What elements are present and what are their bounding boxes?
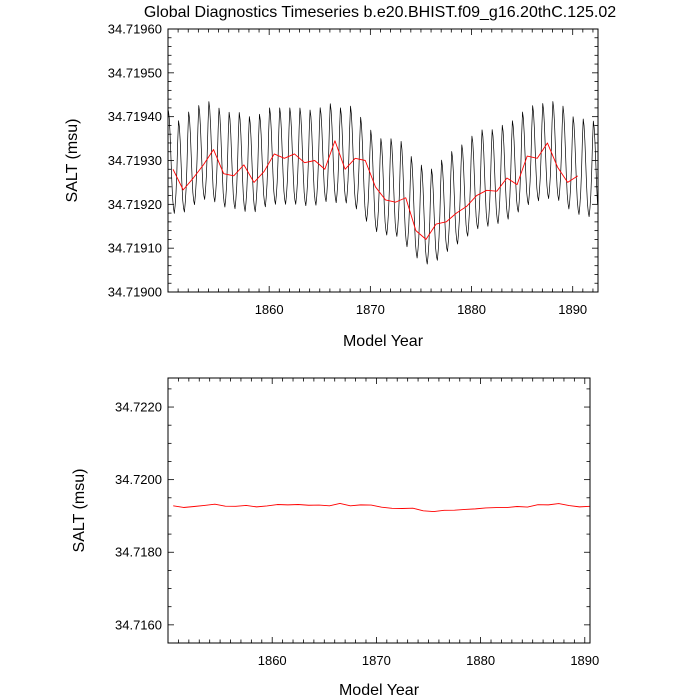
bottom-plot-frame [167,377,591,644]
figure-title: Global Diagnostics Timeseries b.e20.BHIS… [144,4,616,21]
top-plot-frame [167,28,599,293]
x-tick-label: 1880 [466,653,495,668]
bottom-plot-series [173,502,590,513]
plot-area [168,101,598,265]
x-tick-label: 1860 [258,653,287,668]
annual-mean-series-line [173,502,590,513]
x-tick-label: 1890 [558,302,587,317]
y-tick-label: 34.71950 [108,65,162,80]
top-panel: 1860 1870 1880 1890 34.71900 34.71910 34.71920… [64,22,599,350]
x-tick-label: 1880 [457,302,486,317]
y-tick-label: 34.71930 [108,153,162,168]
y-tick-label: 34.7180 [115,545,162,560]
x-tick-label: 1890 [570,653,599,668]
bottom-x-axis-label: Model Year [339,682,420,699]
y-tick-label: 34.7160 [115,617,162,632]
top-y-axis-label: SALT (msu) [64,119,81,203]
plot-area [173,502,590,513]
x-tick-label: 1870 [356,302,385,317]
annual-mean-series-line [172,140,579,240]
y-tick-label: 34.71920 [108,197,162,212]
y-tick-label: 34.71960 [108,22,162,37]
bottom-y-axis-label: SALT (msu) [71,469,88,553]
top-plot-ticks: 1860 1870 1880 1890 34.71900 34.71910 34.71920… [108,22,598,317]
x-tick-label: 1860 [255,302,284,317]
top-plot-series [168,101,598,265]
y-tick-label: 34.71910 [108,241,162,256]
bottom-plot-ticks: 1860 1870 1880 1890 34.7160 34.7180 34.7200 34.… [115,378,599,668]
monthly-series-line [168,101,598,265]
bottom-panel: 1860 1870 1880 1890 34.7160 34.7180 34.7200 34.… [71,377,599,699]
y-tick-label: 34.71940 [108,109,162,124]
y-tick-label: 34.71900 [108,285,162,300]
top-x-axis-label: Model Year [343,333,424,350]
y-tick-label: 34.7220 [115,400,162,415]
x-tick-label: 1870 [362,653,391,668]
y-tick-label: 34.7200 [115,472,162,487]
